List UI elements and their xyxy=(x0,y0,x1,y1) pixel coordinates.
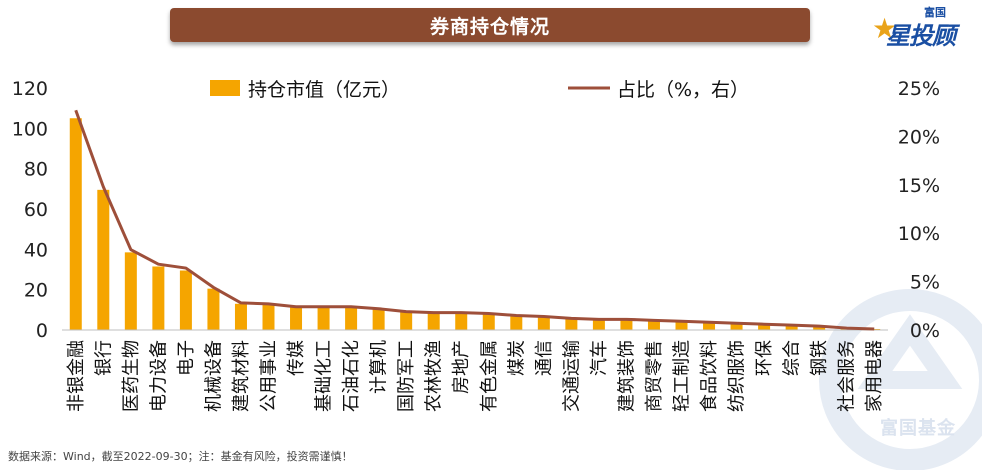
bar xyxy=(620,318,633,330)
category-label: 电力设备 xyxy=(148,340,169,412)
category-label: 传媒 xyxy=(286,340,307,376)
chart-title-bar: 券商持仓情况 xyxy=(170,8,810,42)
left-tick-label: 120 xyxy=(12,78,48,100)
right-tick-label: 5% xyxy=(910,272,940,294)
bar xyxy=(868,328,881,330)
category-label: 房地产 xyxy=(451,340,472,394)
legend-line-label: 占比（%，右） xyxy=(617,79,749,101)
right-tick-label: 10% xyxy=(898,223,940,245)
right-axis: 0% 5% 10% 15% 20% 25% xyxy=(898,78,940,342)
category-label: 汽车 xyxy=(589,340,610,376)
brand-logo: ★ 富国 星投顾 xyxy=(872,4,968,50)
bar xyxy=(482,312,495,330)
footer-note: 数据来源：Wind，截至2022-09-30；注：基金有风险，投资需谨慎！ xyxy=(8,450,353,463)
bar xyxy=(703,321,716,330)
bar xyxy=(372,308,385,330)
share-line xyxy=(74,109,875,331)
bar xyxy=(813,325,826,330)
bar xyxy=(124,252,137,330)
category-labels: 非银金融 银行 医药生物 电力设备 电子 机械设备 建筑材料 公用事业 传媒 基础化工 石油石化 计算… xyxy=(66,340,885,412)
bar xyxy=(647,319,660,330)
category-label: 纺织服饰 xyxy=(727,340,748,412)
category-label: 商贸零售 xyxy=(644,340,665,412)
chart-title: 券商持仓情况 xyxy=(429,15,550,38)
bar xyxy=(758,323,771,330)
bar xyxy=(455,311,468,330)
category-label: 家用电器 xyxy=(864,340,885,412)
category-label: 机械设备 xyxy=(203,340,224,412)
category-label: 银行 xyxy=(93,340,114,376)
line-series xyxy=(74,109,875,331)
category-label: 环保 xyxy=(754,340,775,376)
bar xyxy=(69,118,82,330)
category-label: 轻工制造 xyxy=(672,340,693,412)
left-tick-label: 80 xyxy=(24,159,48,181)
bar xyxy=(152,266,165,330)
category-label: 公用事业 xyxy=(259,340,280,412)
category-label: 钢铁 xyxy=(809,340,830,376)
category-label: 计算机 xyxy=(369,340,390,394)
category-label: 建筑材料 xyxy=(231,340,252,412)
left-tick-label: 20 xyxy=(24,280,48,302)
bar xyxy=(592,318,605,330)
right-tick-label: 25% xyxy=(898,78,940,100)
bar xyxy=(510,314,523,330)
bar xyxy=(785,324,798,330)
category-label: 有色金属 xyxy=(479,340,500,412)
left-tick-label: 100 xyxy=(12,118,48,140)
category-label: 交通运输 xyxy=(561,340,582,412)
bar xyxy=(675,320,688,330)
category-label: 非银金融 xyxy=(66,340,87,412)
bar xyxy=(730,322,743,330)
left-axis: 0 20 40 60 80 100 120 xyxy=(12,78,48,342)
category-label: 综合 xyxy=(782,340,803,376)
category-label: 煤炭 xyxy=(506,340,527,376)
bar xyxy=(317,306,330,330)
legend-bar-swatch xyxy=(210,80,240,96)
category-label: 基础化工 xyxy=(314,340,335,412)
category-label: 社会服务 xyxy=(837,340,858,412)
category-label: 石油石化 xyxy=(341,340,362,412)
category-label: 国防军工 xyxy=(396,340,417,412)
bar-series xyxy=(69,118,881,330)
logo-main-text: 星投顾 xyxy=(886,22,956,50)
bar xyxy=(234,303,247,330)
bar xyxy=(290,306,303,330)
right-tick-label: 20% xyxy=(898,126,940,148)
bar xyxy=(262,304,275,330)
category-label: 建筑装饰 xyxy=(616,340,637,412)
bar xyxy=(207,288,220,330)
left-tick-label: 0 xyxy=(36,320,48,342)
right-tick-label: 0% xyxy=(910,320,940,342)
bar xyxy=(97,189,110,330)
left-tick-label: 60 xyxy=(24,199,48,221)
logo-small-text: 富国 xyxy=(924,6,946,19)
left-tick-label: 40 xyxy=(24,239,48,261)
right-tick-label: 15% xyxy=(898,175,940,197)
legend: 持仓市值（亿元） 占比（%，右） xyxy=(210,79,749,101)
legend-bar-label: 持仓市值（亿元） xyxy=(248,79,400,101)
bar xyxy=(565,317,578,330)
category-label: 电子 xyxy=(176,340,197,376)
category-label: 食品饮料 xyxy=(699,340,720,412)
bar xyxy=(427,311,440,330)
bar xyxy=(179,270,192,330)
category-label: 医药生物 xyxy=(121,340,142,412)
category-label: 农林牧渔 xyxy=(424,340,445,412)
bar xyxy=(345,306,358,330)
bar xyxy=(400,310,413,330)
bar xyxy=(537,315,550,330)
star-icon: ★ xyxy=(872,12,898,45)
watermark-text: 富国基金 xyxy=(880,418,956,439)
category-label: 通信 xyxy=(534,340,555,376)
